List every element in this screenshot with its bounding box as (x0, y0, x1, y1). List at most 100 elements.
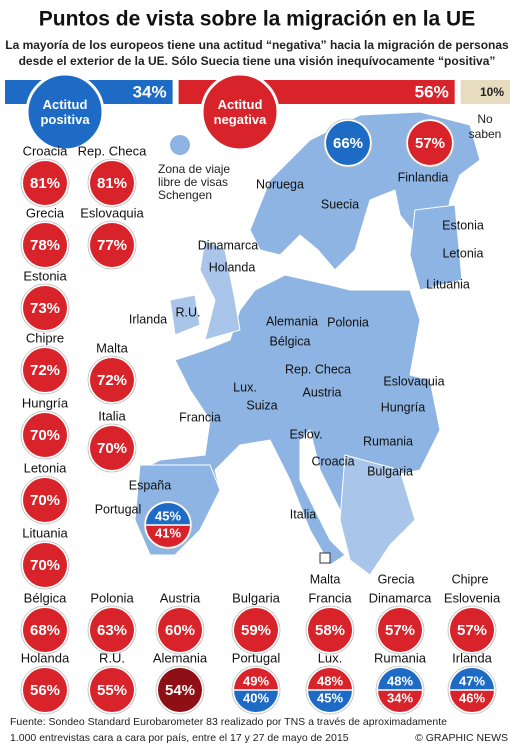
badge-half (146, 503, 190, 525)
map-label: Estonia (442, 218, 484, 232)
badge-value: 48% (387, 673, 413, 688)
country-name: Croacia (23, 143, 69, 158)
badge-value: 56% (30, 682, 60, 699)
map-label: Francia (179, 410, 221, 424)
country-name: Rep. Checa (78, 143, 147, 158)
badge-value: 73% (30, 300, 60, 317)
badge-value: 70% (30, 427, 60, 444)
summary-label: 10% (480, 85, 504, 99)
badge (90, 161, 134, 205)
badge-value: 66% (333, 135, 363, 152)
balkans (339, 454, 416, 576)
badge (23, 223, 67, 267)
united-kingdom (199, 239, 241, 341)
badge-value: 59% (241, 622, 271, 639)
country-name: Grecia (26, 205, 65, 220)
country-name: Italia (98, 408, 126, 423)
legend-text: Schengen (158, 188, 212, 202)
country-name: Hungría (22, 395, 69, 410)
badge (90, 426, 134, 470)
map-label: Noruega (256, 177, 304, 191)
country-name: Polonia (90, 590, 134, 605)
badge-value: 47% (459, 673, 485, 688)
badge-value: 57% (457, 622, 487, 639)
badge (158, 668, 202, 712)
map-label: Hungría (381, 400, 426, 414)
country-name: Eslovaquia (80, 205, 144, 220)
country-name: Malta (96, 340, 129, 355)
map-label: Croacia (311, 454, 354, 468)
schengen-swatch (170, 135, 190, 155)
badge-value: 72% (97, 372, 127, 389)
badge-half (308, 668, 352, 690)
badge (378, 608, 422, 652)
map-label: Suecia (321, 197, 359, 211)
map-label: R.U. (176, 305, 201, 319)
badge-value: 77% (97, 237, 127, 254)
map-label: Irlanda (129, 312, 167, 326)
legend-text: Zona de viaje (158, 162, 230, 176)
subtitle-line: desde el exterior de la UE. Sólo Suecia … (19, 54, 496, 68)
badge-value: 81% (97, 175, 127, 192)
map-label: Polonia (327, 315, 369, 329)
badge-value: 72% (30, 362, 60, 379)
country-name: Alemania (153, 650, 208, 665)
badge (23, 478, 67, 522)
badge-half (308, 690, 352, 712)
map-label: Austria (303, 385, 342, 399)
source: Fuente: Sondeo Standard Eurobarometer 83… (10, 716, 447, 728)
map-label: Rep. Checa (285, 362, 351, 376)
badge (90, 608, 134, 652)
badge-half (378, 668, 422, 690)
map-label: Portugal (95, 502, 142, 516)
badge-value: 70% (30, 557, 60, 574)
badge (23, 543, 67, 587)
summary-name: Actitud negativa (213, 97, 267, 127)
summary-bar (460, 80, 510, 104)
badge-value: 70% (30, 492, 60, 509)
summary-label: 34% (133, 82, 167, 101)
badge-value: 57% (385, 622, 415, 639)
country-name: Irlanda (452, 650, 493, 665)
badge-value: 49% (243, 673, 269, 688)
map-label: Dinamarca (198, 238, 258, 252)
country-name: Chipre (26, 330, 64, 345)
country-name: Lux. (318, 650, 343, 665)
map-label: Bulgaria (367, 464, 413, 478)
badge-half (234, 690, 278, 712)
country-name: Rumania (374, 650, 427, 665)
summary-label: 56% (415, 82, 449, 101)
badge (90, 668, 134, 712)
badge (158, 608, 202, 652)
badge (326, 121, 370, 165)
map-label: Eslov. (289, 427, 322, 441)
map-label: Finlandia (398, 170, 449, 184)
country-name: Holanda (21, 650, 70, 665)
country-name: Estonia (23, 268, 67, 283)
badge (450, 608, 494, 652)
badge-value: 81% (30, 175, 60, 192)
badge-value: 41% (155, 525, 181, 540)
ireland (169, 294, 201, 336)
map-label: Suiza (246, 398, 277, 412)
badge (23, 668, 67, 712)
title: Puntos de vista sobre la migración en la… (39, 8, 475, 31)
map-label: Malta (310, 572, 341, 586)
badge-half (450, 690, 494, 712)
country-name: Dinamarca (369, 590, 433, 605)
badge-value: 54% (165, 682, 195, 699)
badge-value: 60% (165, 622, 195, 639)
badge (308, 608, 352, 652)
badge-half (146, 525, 190, 547)
map-label: Rumania (363, 434, 413, 448)
summary-badge (200, 72, 280, 152)
map-label: Chipre (452, 572, 489, 586)
badge-value: 45% (317, 690, 343, 705)
badge-value: 40% (243, 690, 269, 705)
badge-value: 58% (315, 622, 345, 639)
legend-text: libre de visas (158, 175, 228, 189)
badge-half (450, 668, 494, 690)
map-label: España (129, 478, 171, 492)
